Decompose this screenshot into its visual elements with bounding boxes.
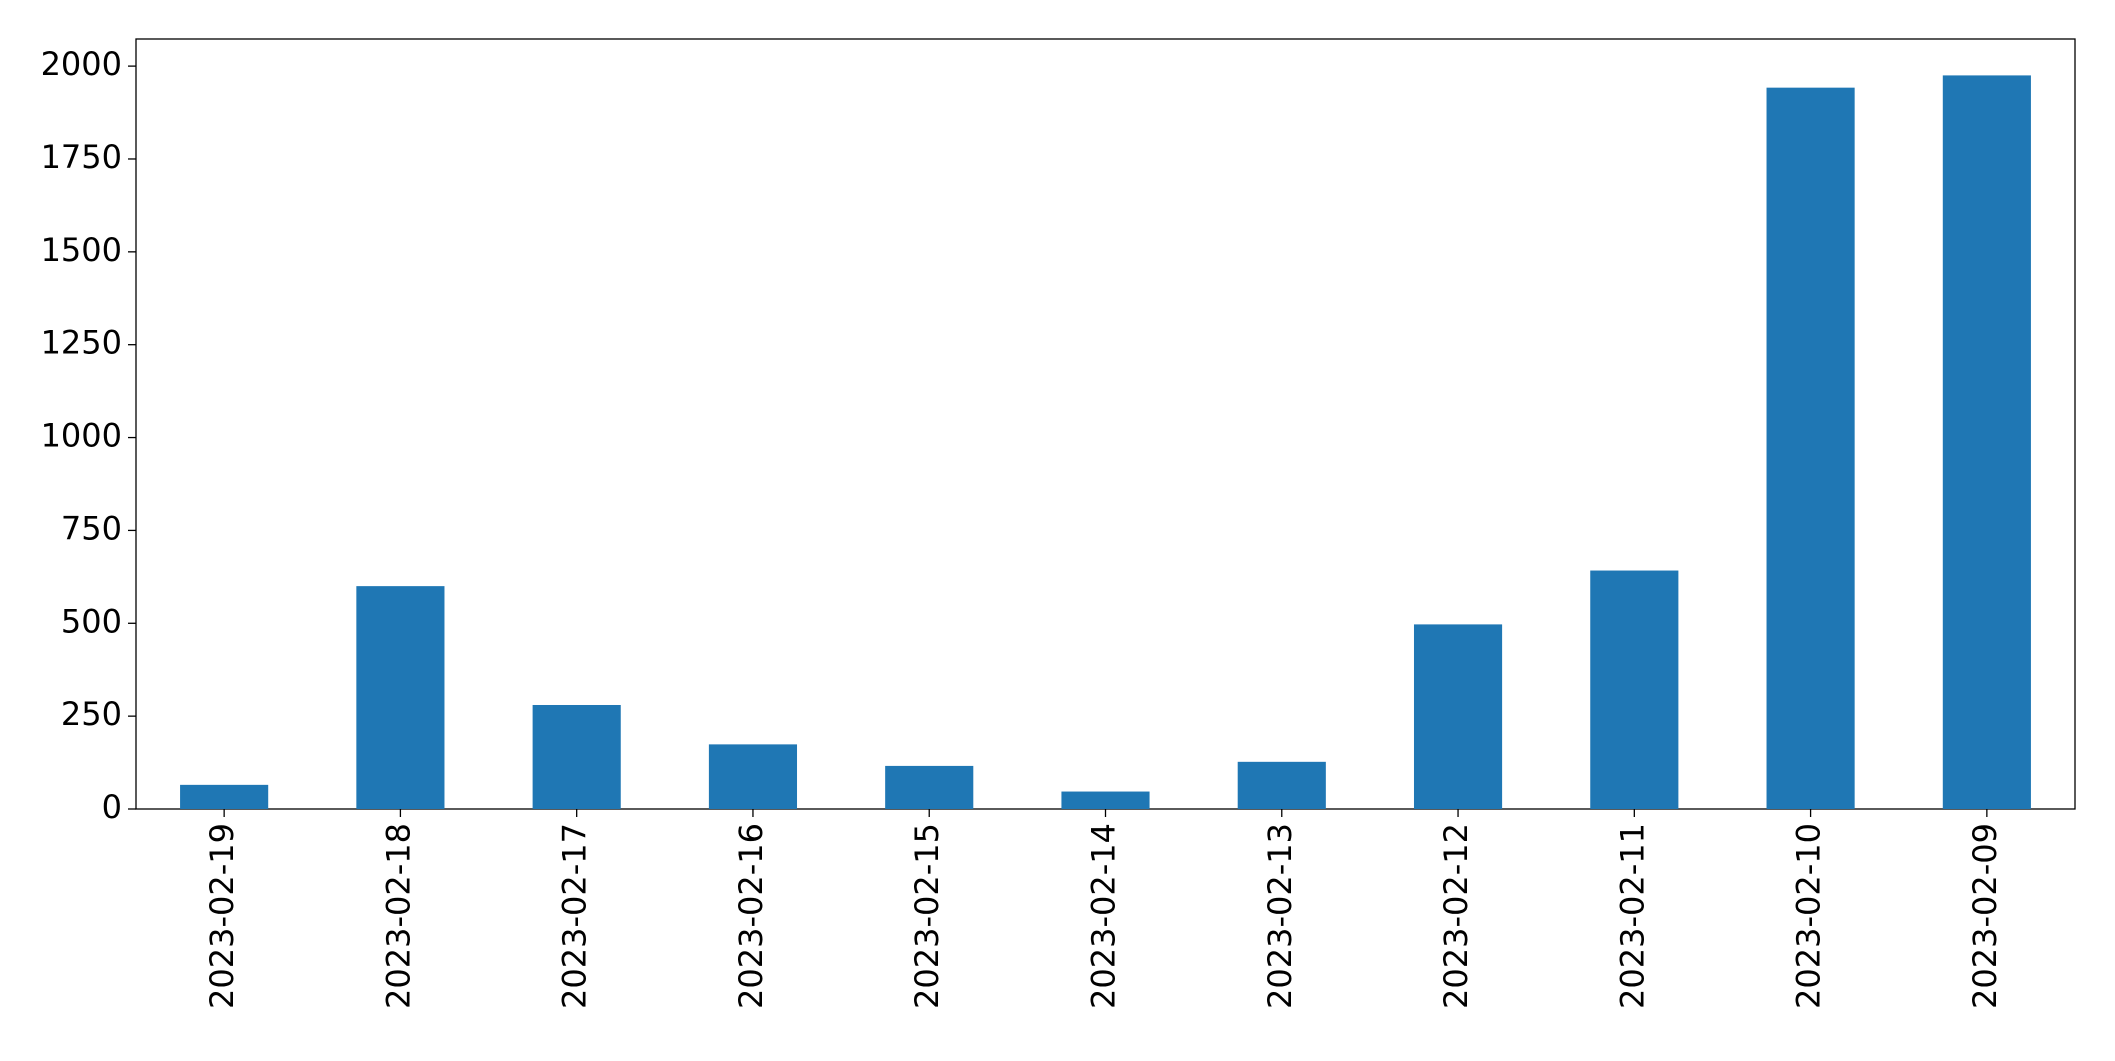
x-tick-label: 2023-02-12 <box>1437 823 1475 1009</box>
bar <box>1766 87 1855 810</box>
y-tick-label: 1500 <box>41 231 122 269</box>
bar <box>180 784 269 809</box>
bar <box>1942 75 2031 809</box>
y-tick-label: 1750 <box>41 138 122 176</box>
y-tick-label: 1250 <box>41 324 122 362</box>
x-tick-label: 2023-02-13 <box>1261 823 1299 1009</box>
y-tick-label: 250 <box>61 695 122 733</box>
x-tick-label: 2023-02-10 <box>1790 823 1828 1009</box>
y-tick-label: 0 <box>102 788 122 826</box>
x-tick-label: 2023-02-15 <box>908 823 946 1009</box>
bar <box>1590 570 1679 809</box>
bar <box>1237 761 1326 809</box>
bar <box>885 765 974 809</box>
x-tick-label: 2023-02-19 <box>203 823 241 1009</box>
y-tick-label: 750 <box>61 509 122 547</box>
x-tick-label: 2023-02-17 <box>556 823 594 1009</box>
x-tick-label: 2023-02-11 <box>1613 823 1651 1009</box>
bar <box>532 704 621 809</box>
bar <box>356 586 445 809</box>
bar <box>708 744 798 809</box>
x-tick-label: 2023-02-18 <box>379 823 417 1009</box>
y-tick-label: 500 <box>61 602 122 640</box>
x-tick-label: 2023-02-16 <box>732 823 770 1009</box>
bar <box>1061 791 1150 809</box>
y-tick-label: 1000 <box>41 417 122 455</box>
x-tick-label: 2023-02-14 <box>1085 823 1123 1009</box>
x-tick-label: 2023-02-09 <box>1966 823 2004 1009</box>
bar <box>1413 624 1503 809</box>
y-tick-label: 2000 <box>41 45 122 83</box>
